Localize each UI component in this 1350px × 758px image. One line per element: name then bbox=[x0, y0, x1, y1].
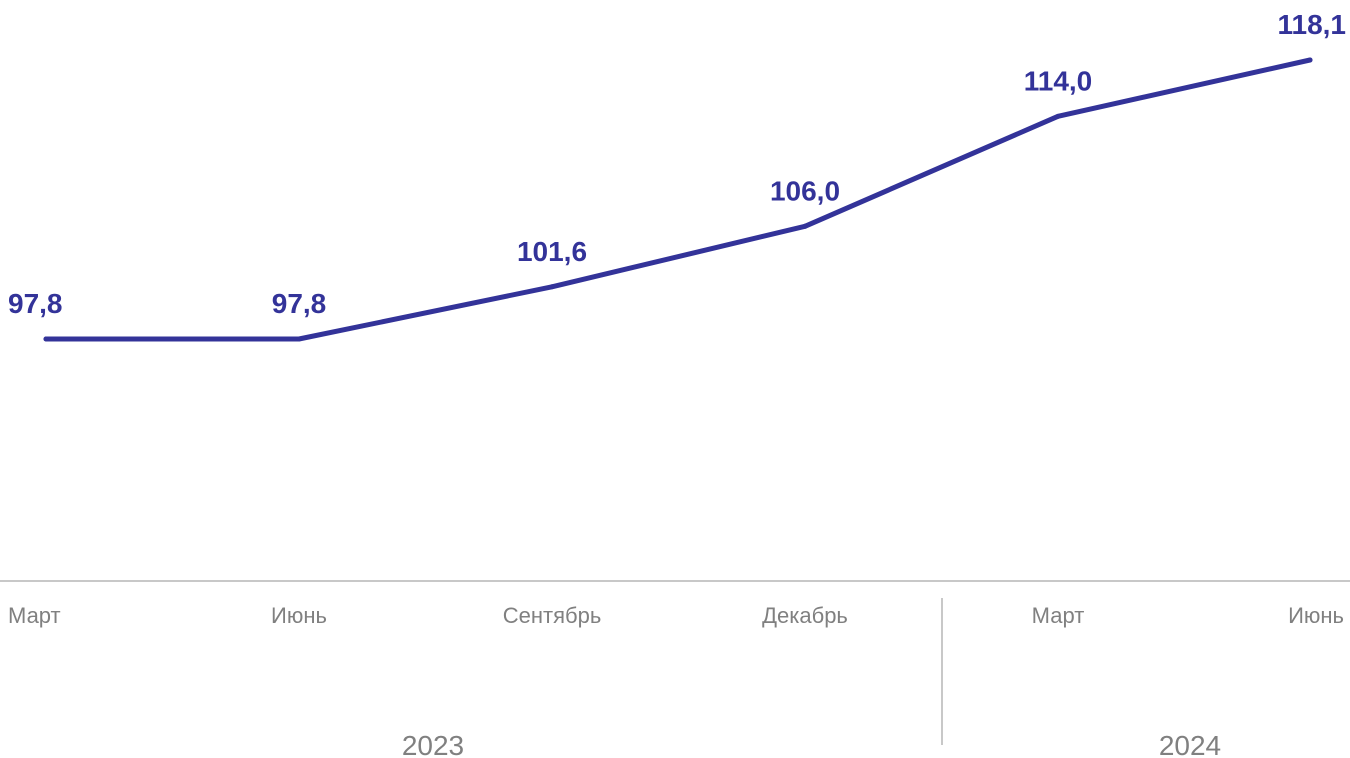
x-axis-tick-labels: Март Июнь Сентябрь Декабрь Март Июнь bbox=[8, 603, 1344, 628]
year-group-labels: 2023 2024 bbox=[402, 730, 1221, 758]
data-point-6 bbox=[1307, 57, 1313, 63]
data-label-1: 97,8 bbox=[8, 288, 63, 319]
data-point-1 bbox=[43, 336, 49, 342]
data-label-3: 101,6 bbox=[517, 236, 587, 267]
x-tick-label-6: Июнь bbox=[1288, 603, 1344, 628]
x-tick-label-3: Сентябрь bbox=[503, 603, 602, 628]
year-label-2024: 2024 bbox=[1159, 730, 1221, 758]
series-line bbox=[43, 57, 1313, 342]
data-label-6: 118,1 bbox=[1277, 9, 1346, 40]
x-tick-label-4: Декабрь bbox=[762, 603, 848, 628]
data-label-4: 106,0 bbox=[770, 175, 840, 206]
data-point-5 bbox=[1055, 113, 1061, 119]
x-tick-label-1: Март bbox=[8, 603, 61, 628]
data-points bbox=[43, 57, 1313, 342]
data-point-3 bbox=[549, 284, 555, 290]
data-label-5: 114,0 bbox=[1024, 65, 1093, 96]
data-label-2: 97,8 bbox=[272, 288, 327, 319]
x-tick-label-5: Март bbox=[1032, 603, 1085, 628]
year-label-2023: 2023 bbox=[402, 730, 464, 758]
x-tick-label-2: Июнь bbox=[271, 603, 327, 628]
data-point-4 bbox=[802, 223, 808, 229]
data-labels: 97,8 97,8 101,6 106,0 114,0 118,1 bbox=[8, 9, 1346, 319]
data-point-2 bbox=[296, 336, 302, 342]
